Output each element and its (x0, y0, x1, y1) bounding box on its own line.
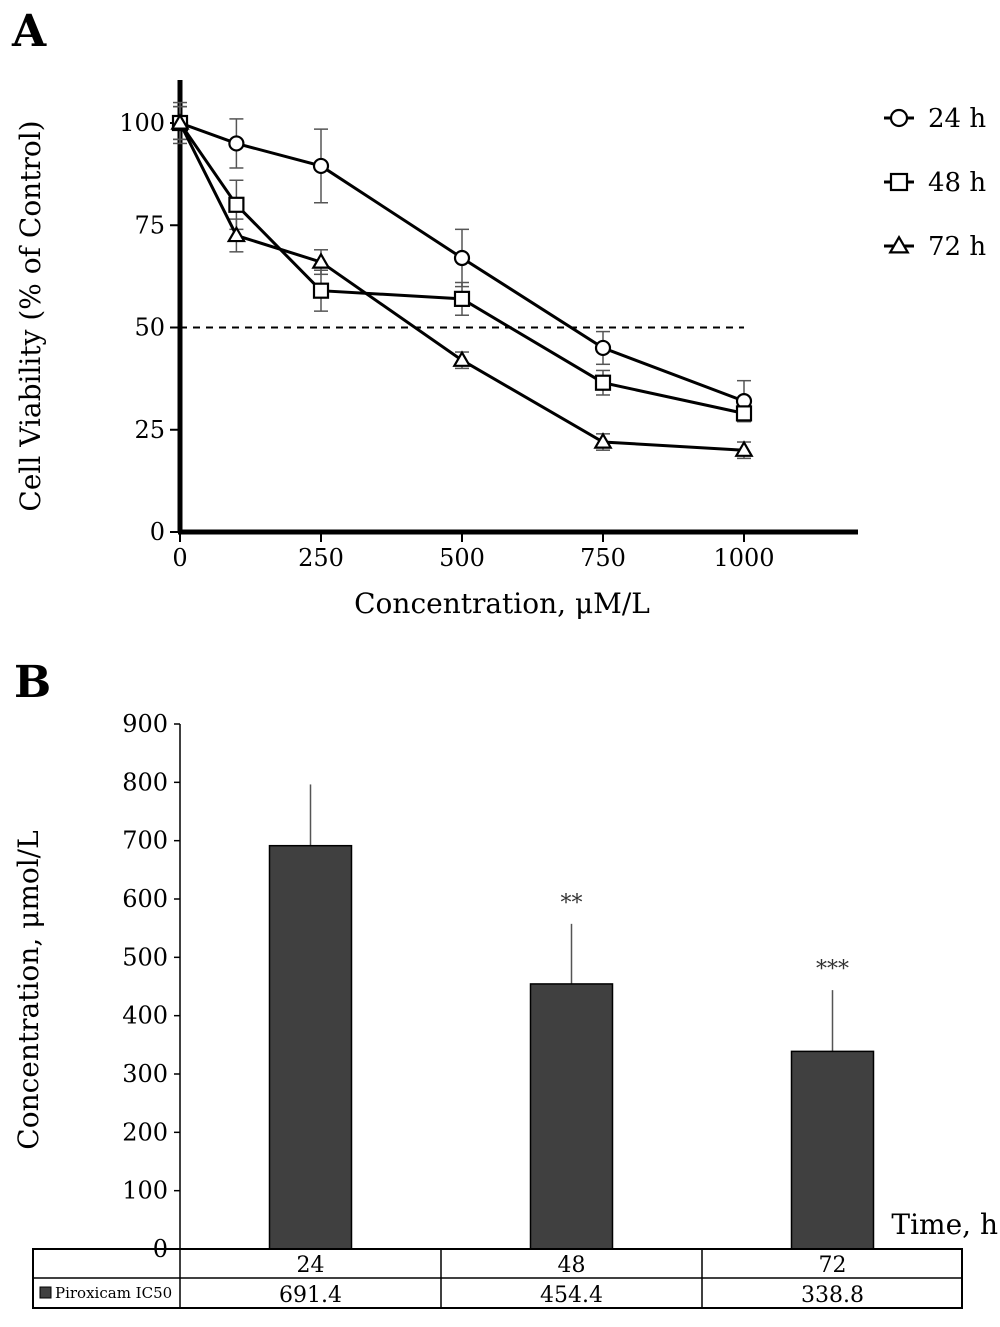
circle-marker (594, 339, 612, 357)
table-value-cell: 691.4 (279, 1283, 342, 1308)
triangle-marker (593, 432, 613, 449)
y-tick-label: 100 (119, 109, 165, 137)
y-tick-label: 500 (122, 943, 168, 971)
y-tick-label: 700 (122, 827, 168, 855)
table-value-cell: 454.4 (540, 1283, 603, 1308)
circle-marker (889, 108, 909, 128)
triangle-marker (734, 440, 754, 457)
y-tick-label: 50 (134, 314, 165, 342)
legend-label: 72 h (928, 232, 986, 262)
square-marker (453, 290, 471, 307)
y-tick-label: 900 (122, 710, 168, 738)
bar (790, 1050, 875, 1250)
triangle-marker (452, 350, 472, 367)
y-tick-label: 600 (122, 885, 168, 913)
y-tick-label: 100 (122, 1177, 168, 1205)
legend-label: 24 h (928, 104, 986, 134)
y-tick-label: 0 (150, 518, 165, 546)
x-axis-title: Concentration, μM/L (354, 587, 650, 620)
y-tick-label: 75 (134, 211, 165, 239)
table-category-cell: 48 (558, 1253, 586, 1278)
bar (268, 844, 353, 1250)
table-value-cell: 338.8 (801, 1283, 864, 1308)
significance-label: *** (816, 957, 849, 982)
triangle-marker (888, 235, 910, 254)
legend: 24 h 48 h 72 h (884, 104, 986, 262)
triangle-marker (311, 252, 331, 269)
circle-marker (312, 157, 330, 175)
circle-marker (453, 249, 471, 267)
x-tick-label: 500 (439, 544, 485, 572)
triangle-marker (226, 225, 247, 243)
x-tick-label: 250 (298, 544, 344, 572)
series-line (178, 122, 745, 415)
triangle-marker (170, 113, 190, 130)
y-axis-title: Concentration, μmol/L (12, 830, 45, 1149)
square-marker (889, 172, 909, 192)
table-category-cell: 72 (819, 1253, 847, 1278)
y-tick-label: 400 (122, 1002, 168, 1030)
y-axis-title: Cell Viability (% of Control) (14, 120, 47, 511)
legend-label: 48 h (928, 168, 986, 198)
y-tick-label: 25 (134, 416, 165, 444)
table-legend-swatch (39, 1286, 52, 1299)
y-tick-label: 800 (122, 768, 168, 796)
panel-label-a: A (11, 6, 47, 57)
x-axis-title: Time, h (891, 1208, 998, 1241)
y-tick-label: 300 (122, 1060, 168, 1088)
table-legend-label: Piroxicam IC50 (55, 1284, 172, 1302)
table-category-cell: 24 (297, 1253, 325, 1278)
bar (529, 983, 614, 1250)
square-marker (312, 282, 330, 299)
square-marker (228, 196, 245, 213)
square-marker (735, 405, 753, 422)
series-line (178, 122, 745, 452)
panel-a-line-chart: 0 25 50 75 100 0 250 500 750 1000 Concentration,… (14, 80, 986, 620)
series-line (179, 121, 745, 403)
square-marker (594, 374, 612, 391)
circle-marker (228, 135, 245, 152)
data-table: Piroxicam IC50 24 691.4 48 454.4 72 338.8 (32, 1248, 963, 1309)
x-tick-label: 0 (172, 544, 187, 572)
x-tick-label: 750 (580, 544, 626, 572)
x-tick-label: 1000 (713, 544, 774, 572)
panel-label-b: B (14, 657, 51, 708)
y-tick-label: 200 (122, 1118, 168, 1146)
significance-label: ** (561, 891, 583, 916)
